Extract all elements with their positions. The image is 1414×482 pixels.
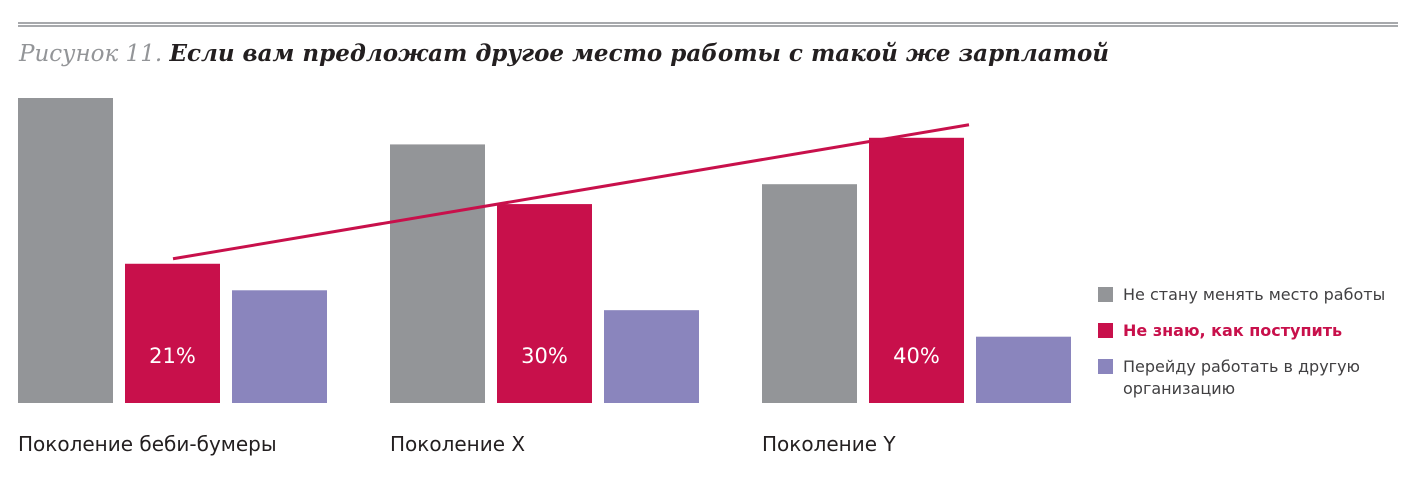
bar-unsure-3 — [869, 137, 964, 404]
legend-label-stay: Не стану менять место работы — [1123, 285, 1386, 304]
legend-item-unsure: Не знаю, как поступить — [1098, 320, 1408, 342]
data-label-3: 40% — [893, 344, 940, 368]
legend-item-switch: Перейду работать в другую организацию — [1098, 356, 1408, 400]
category-label-2: Поколение X — [390, 432, 525, 456]
top-rule — [18, 22, 1398, 27]
data-label-1: 21% — [149, 344, 196, 368]
legend-swatch-switch — [1098, 359, 1113, 374]
bar-switch-2 — [604, 310, 699, 403]
bar-switch-3 — [976, 336, 1071, 403]
legend-label-unsure: Не знаю, как поступить — [1123, 321, 1343, 340]
category-label-1: Поколение беби-бумеры — [18, 432, 277, 456]
figure-caption: Если вам предложат другое место работы с… — [169, 40, 1110, 67]
figure-label: Рисунок 11. — [19, 41, 163, 67]
data-label-2: 30% — [521, 344, 568, 368]
legend-item-stay: Не стану менять место работы — [1098, 284, 1408, 306]
bar-stay-3 — [762, 184, 857, 403]
legend-label-switch: Перейду работать в другую организацию — [1123, 357, 1361, 398]
category-label-3: Поколение Y — [762, 432, 896, 456]
bar-unsure-2 — [497, 204, 592, 403]
figure-title: Рисунок 11. Если вам предложат другое ме… — [19, 40, 1109, 67]
trend-line — [172, 123, 970, 261]
legend-swatch-stay — [1098, 287, 1113, 302]
legend: Не стану менять место работы Не знаю, ка… — [1098, 284, 1408, 414]
bar-switch-1 — [232, 290, 327, 403]
bar-stay-1 — [18, 98, 113, 403]
bar-unsure-1 — [125, 263, 220, 403]
bar-stay-2 — [390, 144, 485, 404]
legend-swatch-unsure — [1098, 323, 1113, 338]
